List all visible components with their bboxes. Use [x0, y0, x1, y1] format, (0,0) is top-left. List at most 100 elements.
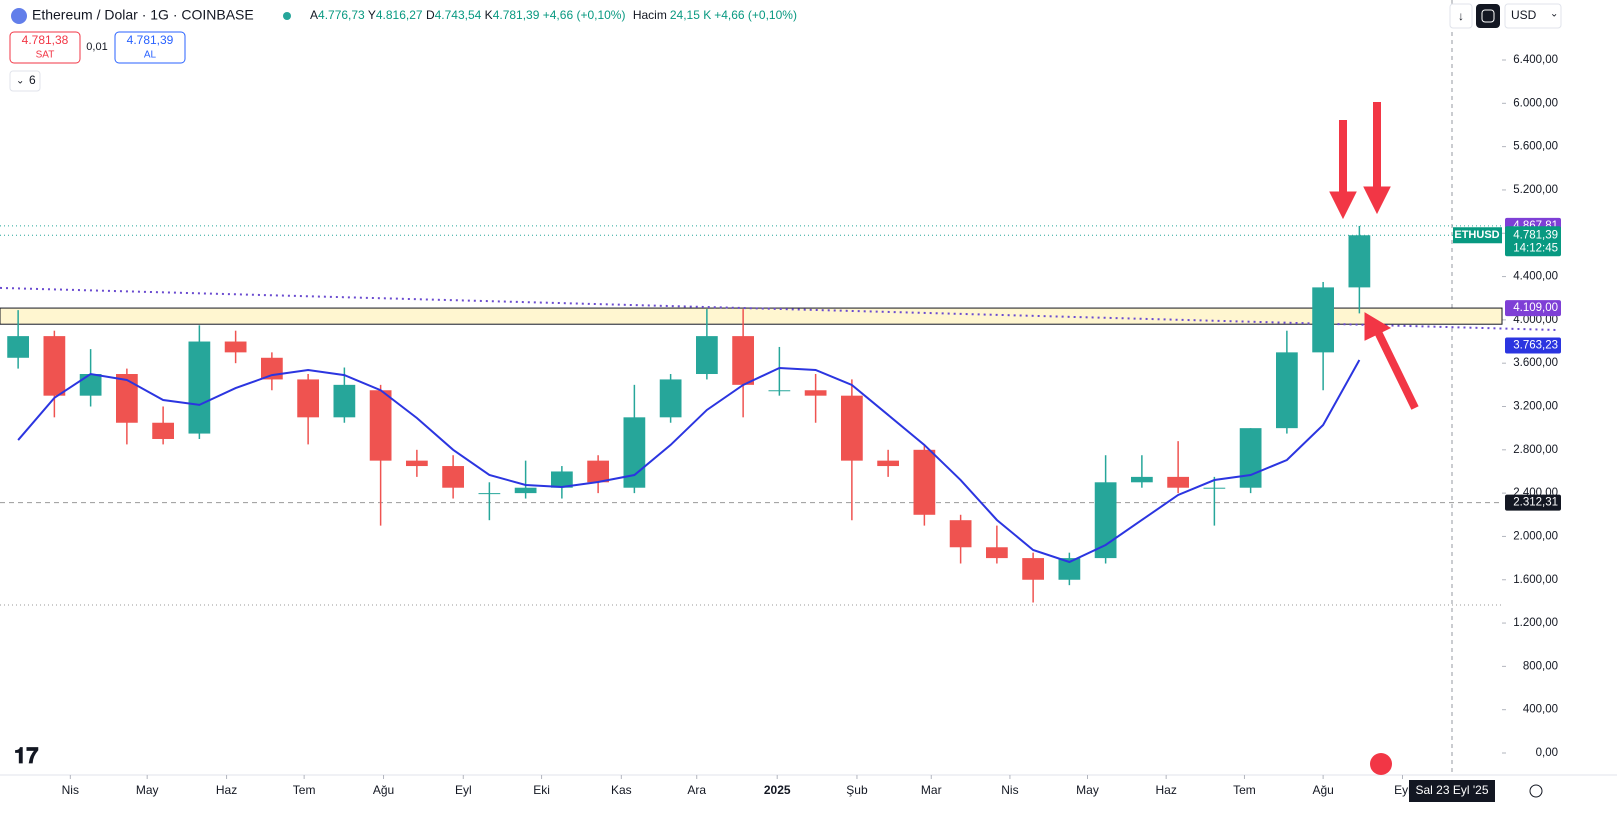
x-tick-label: May	[1076, 783, 1099, 797]
x-tick-label: Nis	[62, 783, 79, 797]
trendline	[0, 286, 1559, 332]
ohlc-value: 4.776,73	[318, 8, 365, 22]
x-tick-label: Ara	[687, 783, 706, 797]
y-tick-label: 1.200,00	[1513, 617, 1558, 629]
chevron: ⌄	[16, 76, 24, 87]
x-tick-label: Eki	[533, 783, 550, 797]
y-tick-label: 6.000,00	[1513, 97, 1558, 109]
candle-body	[478, 493, 501, 495]
candle-body	[732, 336, 754, 385]
candle-body	[1203, 487, 1226, 489]
download-icon: ↓	[1458, 9, 1464, 23]
y-tick-label: 4.000,00	[1513, 314, 1558, 326]
y-tick-label: 0,00	[1536, 747, 1558, 759]
price-label: 4.781,39	[1513, 229, 1558, 241]
annotation-arrows	[1329, 102, 1419, 410]
y-tick-label: 2.800,00	[1513, 444, 1558, 456]
candle-body	[1131, 476, 1153, 483]
settings-icon[interactable]	[1529, 784, 1543, 798]
volume-label: Hacim	[633, 8, 667, 22]
indicators-count: 6	[29, 73, 36, 87]
download-button[interactable]	[1449, 3, 1473, 29]
ohlc-value: +4,66 (+0,10%)	[543, 8, 626, 22]
ohlc: A4.776,73 Y4.816,27 D4.743,54 K4.781,39 …	[310, 8, 797, 22]
price-label: 2.312,31	[1513, 497, 1558, 509]
x-tick-label: Eyl	[1394, 783, 1411, 797]
price-label: 4.109,00	[1513, 302, 1558, 314]
x-tick-label: Tem	[1233, 783, 1256, 797]
price-label-box	[1505, 300, 1561, 317]
ohlc-value: 4.743,54	[435, 8, 482, 22]
x-tick-label: May	[136, 783, 159, 797]
arrow-head	[1329, 191, 1357, 220]
y-tick-label: 4.400,00	[1513, 271, 1558, 283]
sell-button[interactable]	[9, 31, 81, 64]
candle-body	[768, 390, 791, 392]
crosshair-date: Sal 23 Eyl '25	[1415, 783, 1488, 797]
candle-body	[1058, 558, 1081, 580]
ohlc-value: 4.781,39	[493, 8, 540, 22]
symbol-title: Ethereum / Dolar · 1G · COINBASE	[32, 7, 254, 23]
x-tick-label: Ağu	[1312, 783, 1333, 797]
candle-body	[261, 357, 283, 380]
x-tick-label: Ağu	[373, 783, 394, 797]
flag-icon	[1370, 753, 1392, 775]
price-label-box	[1505, 494, 1561, 511]
moving-average	[17, 359, 1361, 564]
candle-body	[224, 341, 247, 353]
candle-body	[116, 374, 138, 423]
candle-body	[369, 390, 392, 461]
x-tick-label: Şub	[846, 783, 868, 797]
ohlc-value: 4.816,27	[376, 8, 423, 22]
candle-body	[841, 395, 863, 461]
spread: 0,01	[86, 41, 107, 53]
candle-body	[1276, 352, 1298, 429]
candle-body	[877, 460, 899, 467]
candle-body	[804, 390, 827, 396]
candle-body	[333, 384, 356, 418]
x-tick-label: Kas	[611, 783, 632, 797]
volume-change: +4,66 (+0,10%)	[714, 8, 797, 22]
logo: 𝟏𝟕	[14, 743, 39, 768]
y-tick-label: 5.600,00	[1513, 141, 1558, 153]
x-tick-label: Mar	[921, 783, 942, 797]
candle-body	[1022, 558, 1044, 580]
price-timer: 14:12:45	[1513, 242, 1558, 254]
candle-body	[7, 336, 29, 358]
buy-button[interactable]	[114, 31, 186, 64]
arrow-head	[1364, 312, 1392, 341]
candle-body	[587, 460, 609, 483]
ohlc-key: K	[485, 8, 493, 22]
candle-body	[986, 547, 1008, 559]
currency-button[interactable]	[1504, 3, 1562, 29]
indicators-toggle[interactable]	[9, 70, 41, 92]
symbol-label: ETHUSD	[1454, 229, 1499, 241]
candle-body	[1239, 428, 1262, 488]
market-status	[283, 12, 291, 20]
y-tick-label: 800,00	[1523, 660, 1558, 672]
x-tick-label: Eyl	[455, 783, 472, 797]
y-tick-label: 5.200,00	[1513, 184, 1558, 196]
ohlc-key: Y	[368, 8, 376, 22]
fullscreen-icon	[1481, 9, 1495, 23]
sell-label: SAT	[36, 50, 55, 61]
crosshair-date-box	[1409, 780, 1495, 802]
chevron: ⌄	[1550, 9, 1558, 20]
candle-body	[442, 466, 464, 488]
x-tick-label: 2025	[764, 783, 791, 797]
candle-body	[79, 374, 102, 396]
volume: 24,15 K	[670, 8, 711, 22]
ohlc-key: D	[426, 8, 435, 22]
y-tick-label: 2.000,00	[1513, 530, 1558, 542]
x-tick-label: Haz	[216, 783, 237, 797]
candle-body	[1348, 235, 1371, 288]
y-tick-label: 1.600,00	[1513, 574, 1558, 586]
fullscreen-button[interactable]	[1476, 4, 1500, 28]
price-label-box	[1505, 337, 1561, 354]
candle-body	[1167, 476, 1189, 488]
y-tick-label: 3.200,00	[1513, 401, 1558, 413]
candle-body	[297, 379, 319, 418]
